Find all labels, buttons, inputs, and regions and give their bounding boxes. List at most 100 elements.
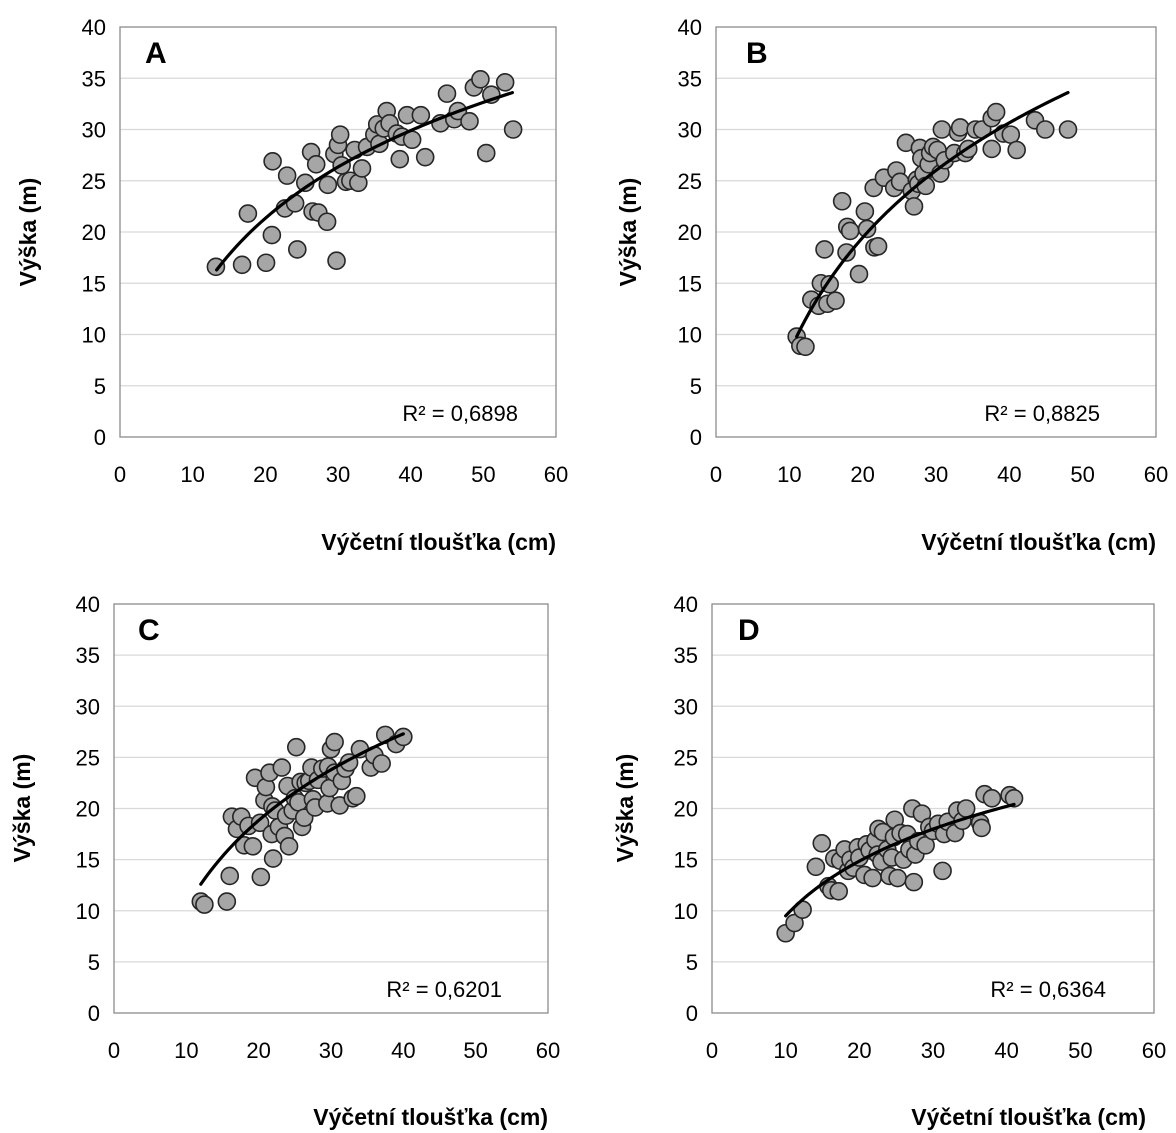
chart-b-y-tick-label: 40 (678, 15, 702, 40)
chart-b-data-point (857, 219, 877, 239)
chart-d-x-tick-label: 60 (1142, 1038, 1166, 1063)
chart-c-plot-frame (113, 603, 549, 1014)
chart-b-panel-label: B (746, 37, 768, 70)
chart-d-data-point (933, 861, 952, 881)
chart-d-plot: 0 5 10 15 20 25 30 35 40 0 10 20 30 40 50 60 (674, 592, 1167, 1063)
chart-d-x-tick-label: 50 (1068, 1038, 1092, 1063)
chart-a-data-point (503, 120, 523, 139)
chart-d-y-axis-title: Výška (m) (612, 754, 638, 863)
chart-b-x-tick-label: 10 (777, 462, 801, 487)
chart-c-y-axis-title: Výška (m) (9, 754, 35, 863)
chart-a-trendline (215, 91, 514, 272)
chart-a-data-point (460, 112, 479, 131)
chart-d-data-point (785, 913, 804, 933)
chart-c-y-tick-label: 30 (76, 694, 100, 719)
chart-a-y-tick-label: 15 (82, 271, 106, 296)
chart-a-data-point (495, 73, 515, 92)
chart-a-data-point (330, 125, 350, 144)
chart-d-x-tick-label: 10 (773, 1038, 797, 1063)
chart-c-data-point (250, 813, 270, 833)
chart-d-data-point (956, 799, 976, 818)
chart-d-y-tick-label: 10 (674, 899, 698, 924)
chart-b-data-point (1007, 140, 1026, 160)
chart-c-data-point (279, 837, 299, 856)
chart-b-plot-frame (715, 26, 1157, 438)
chart-a-y-tick-label: 10 (82, 323, 106, 348)
chart-c-data-point (263, 849, 283, 868)
chart-c-data-point (195, 895, 214, 914)
chart-c-plot: 0 5 10 15 20 25 30 35 40 0 10 20 30 40 50 60 (76, 592, 561, 1063)
chart-c-r-squared: R² = 0,6201 (386, 977, 502, 1002)
chart-a-data-point (263, 151, 282, 171)
chart-b-x-tick-label: 50 (1070, 462, 1094, 487)
chart-a-data-point (327, 251, 346, 271)
chart-d-data-point (806, 857, 826, 877)
chart-a-y-tick-label: 20 (82, 220, 106, 245)
chart-b-y-tick-label: 0 (690, 425, 702, 450)
chart-b-data-point (904, 197, 924, 216)
chart-c-x-tick-label: 0 (108, 1038, 120, 1063)
chart-d-y-tick-label: 15 (674, 848, 698, 873)
chart-c-data-point (286, 737, 306, 757)
chart-b-data-point (982, 139, 1002, 159)
chart-d-data-point (972, 818, 991, 838)
chart-b-x-axis-title: Výčetní tloušťka (cm) (921, 529, 1156, 555)
chart-panel-d: 0 5 10 15 20 25 30 35 40 0 10 20 30 40 50 60 Výška (m) … (588, 566, 1176, 1133)
chart-a-x-tick-label: 30 (326, 462, 350, 487)
chart-b-y-tick-label: 10 (678, 323, 702, 348)
chart-a-y-tick-label: 25 (82, 169, 106, 194)
chart-a-data-point (437, 84, 457, 103)
chart-b-y-tick-label: 25 (678, 169, 702, 194)
chart-b-y-tick-label: 5 (690, 374, 702, 399)
chart-a-data-point (318, 175, 338, 195)
chart-d-y-tick-label: 35 (674, 643, 698, 668)
chart-b-data-point (986, 102, 1006, 122)
chart-panel-a: 0 5 10 15 20 25 30 35 40 0 10 20 30 40 50 60 Výška (m) … (0, 0, 588, 566)
chart-panel-b: 0 5 10 15 20 25 30 35 40 0 10 20 30 40 50 60 Výška (m) … (588, 0, 1176, 566)
chart-b-data-point (815, 240, 834, 259)
chart-c-data-point (347, 786, 366, 806)
chart-b-x-tick-label: 0 (710, 462, 722, 487)
chart-b-r-squared: R² = 0,8825 (984, 401, 1100, 426)
chart-a-x-tick-label: 40 (398, 462, 422, 487)
chart-a-x-tick-label: 10 (180, 462, 204, 487)
chart-a-x-tick-label: 50 (471, 462, 495, 487)
chart-a-data-point (476, 143, 496, 163)
chart-b-y-axis-title: Výška (m) (615, 178, 641, 287)
chart-d-x-tick-label: 40 (994, 1038, 1018, 1063)
chart-c-y-tick-label: 5 (88, 950, 100, 975)
chart-c-data-point (220, 866, 240, 886)
chart-b-data-point (868, 237, 888, 256)
chart-b-y-tick-label: 35 (678, 66, 702, 91)
chart-d-data-point (904, 872, 924, 892)
chart-d-y-tick-label: 25 (674, 745, 698, 770)
chart-d-data-point (812, 833, 832, 853)
chart-c-x-tick-label: 50 (463, 1038, 487, 1063)
chart-d-plot-frame (711, 603, 1155, 1014)
chart-a-data-point (277, 166, 297, 185)
chart-c-y-tick-label: 20 (76, 797, 100, 822)
chart-d-data-point (982, 788, 1002, 808)
chart-a-y-tick-label: 40 (82, 15, 106, 40)
chart-a-r-squared: R² = 0,6898 (402, 401, 518, 426)
chart-c-x-tick-label: 40 (391, 1038, 415, 1063)
chart-d-x-tick-label: 0 (706, 1038, 718, 1063)
chart-c-data-point (372, 754, 391, 773)
chart-a-x-tick-label: 60 (544, 462, 568, 487)
chart-b-plot: 0 5 10 15 20 25 30 35 40 0 10 20 30 40 50 60 (678, 15, 1169, 487)
chart-c-data-point (325, 732, 344, 752)
chart-b-x-tick-label: 40 (997, 462, 1021, 487)
chart-b-x-tick-label: 30 (924, 462, 948, 487)
chart-a-x-tick-label: 20 (253, 462, 277, 487)
chart-d-x-tick-label: 20 (847, 1038, 871, 1063)
chart-c-x-tick-label: 30 (319, 1038, 343, 1063)
chart-c-data-point (251, 867, 271, 887)
chart-a-x-tick-label: 0 (114, 462, 126, 487)
chart-b-y-tick-label: 20 (678, 220, 702, 245)
chart-panel-c: 0 5 10 15 20 25 30 35 40 0 10 20 30 40 50 60 Výška (m) … (0, 566, 588, 1133)
chart-c-y-tick-label: 0 (88, 1001, 100, 1026)
chart-c-trendline (199, 732, 405, 886)
chart-a-data-point (471, 69, 490, 89)
